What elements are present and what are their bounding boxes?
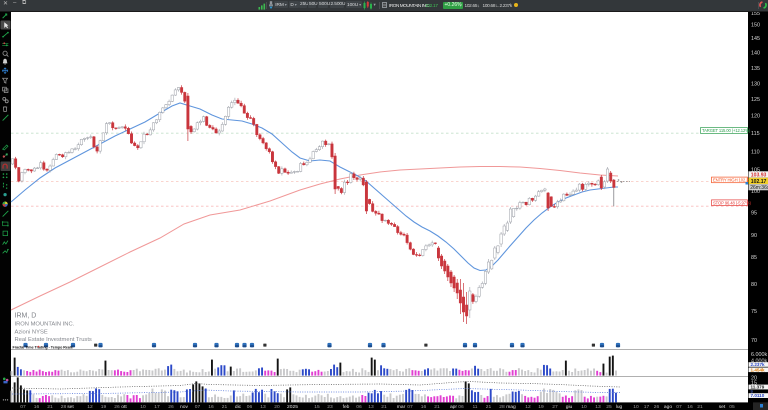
svg-text:apr: apr <box>450 404 457 410</box>
svg-text:13: 13 <box>595 404 601 410</box>
svg-text:15: 15 <box>314 404 320 410</box>
svg-text:19: 19 <box>101 404 107 410</box>
svg-text:set: set <box>67 404 74 410</box>
svg-text:26: 26 <box>654 404 660 410</box>
svg-text:06: 06 <box>247 404 253 410</box>
svg-text:giu: giu <box>566 404 573 410</box>
svg-text:1.454k: 1.454k <box>751 367 765 372</box>
svg-text:16: 16 <box>421 404 427 410</box>
svg-text:dic: dic <box>235 404 242 410</box>
svg-text:IRON MOUNTAIN INC.: IRON MOUNTAIN INC. <box>15 322 75 328</box>
svg-text:130: 130 <box>751 81 760 87</box>
svg-text:11: 11 <box>472 404 477 410</box>
svg-text:set: set <box>719 404 726 410</box>
svg-text:103.93: 103.93 <box>751 172 767 178</box>
svg-text:20: 20 <box>751 375 757 381</box>
svg-text:Azioni NYSE: Azioni NYSE <box>15 329 48 335</box>
svg-text:nov: nov <box>180 405 188 410</box>
svg-text:lug: lug <box>616 404 623 410</box>
svg-text:110: 110 <box>751 149 760 155</box>
svg-text:07: 07 <box>676 404 682 410</box>
svg-text:150: 150 <box>751 22 760 28</box>
svg-text:100: 100 <box>751 189 760 195</box>
svg-text:16: 16 <box>208 404 214 410</box>
svg-text:155: 155 <box>751 11 760 17</box>
svg-text:26m:36s: 26m:36s <box>750 185 768 191</box>
svg-text:07: 07 <box>407 404 413 410</box>
svg-text:105: 105 <box>751 167 760 173</box>
svg-text:16: 16 <box>34 404 40 410</box>
svg-text:06: 06 <box>458 404 464 410</box>
svg-text:17: 17 <box>644 404 650 410</box>
svg-text:21: 21 <box>381 404 387 410</box>
svg-text:21: 21 <box>697 404 703 410</box>
svg-text:27: 27 <box>552 404 558 410</box>
svg-text:21: 21 <box>47 404 53 410</box>
svg-text:13: 13 <box>368 404 374 410</box>
svg-text:102.17: 102.17 <box>751 179 767 185</box>
svg-text:85: 85 <box>751 255 757 261</box>
svg-text:15: 15 <box>751 380 757 386</box>
svg-text:9: 9 <box>751 389 754 394</box>
svg-text:90: 90 <box>751 233 757 239</box>
svg-text:Fractal Time Trading - Tempo R: Fractal Time Trading - Tempo Reale <box>13 346 73 350</box>
svg-text:80: 80 <box>751 282 757 288</box>
svg-text:mag: mag <box>506 405 516 410</box>
svg-text:21: 21 <box>434 404 440 410</box>
svg-text:95: 95 <box>751 210 757 216</box>
svg-text:145: 145 <box>751 36 760 42</box>
svg-text:7.0110: 7.0110 <box>751 393 765 398</box>
svg-text:26: 26 <box>168 404 174 410</box>
svg-text:140: 140 <box>751 50 760 56</box>
svg-text:feb: feb <box>343 404 350 410</box>
svg-text:125: 125 <box>751 97 760 103</box>
svg-text:17: 17 <box>154 404 160 410</box>
svg-text:120: 120 <box>751 113 760 119</box>
svg-text:2.237k: 2.237k <box>751 362 765 367</box>
svg-text:10: 10 <box>581 404 587 410</box>
svg-text:06: 06 <box>356 404 362 410</box>
svg-text:10: 10 <box>633 404 639 410</box>
svg-text:115: 115 <box>751 131 760 137</box>
svg-text:28: 28 <box>499 404 505 410</box>
svg-text:4.000k: 4.000k <box>751 358 767 364</box>
svg-text:16: 16 <box>687 404 693 410</box>
svg-text:ENTRY HIGH 102.27: ENTRY HIGH 102.27 <box>713 178 751 183</box>
svg-text:70: 70 <box>751 338 757 344</box>
svg-text:26: 26 <box>114 404 120 410</box>
svg-text:10: 10 <box>140 404 146 410</box>
svg-text:75: 75 <box>751 309 757 315</box>
svg-text:STOP 96.48 (-5.97%): STOP 96.48 (-5.97%) <box>713 200 752 205</box>
svg-text:IRM, D: IRM, D <box>15 313 37 320</box>
svg-text:12: 12 <box>525 404 531 410</box>
svg-text:21: 21 <box>486 404 492 410</box>
svg-text:20: 20 <box>274 404 280 410</box>
svg-text:28: 28 <box>61 404 67 410</box>
svg-text:07: 07 <box>20 404 26 410</box>
svg-text:ago: ago <box>664 405 672 410</box>
svg-text:11.379: 11.379 <box>751 385 765 390</box>
svg-text:05: 05 <box>729 404 735 410</box>
svg-text:135: 135 <box>751 66 760 72</box>
svg-text:07: 07 <box>195 404 201 410</box>
svg-text:19: 19 <box>538 404 544 410</box>
svg-text:23: 23 <box>327 404 333 410</box>
svg-text:12: 12 <box>87 404 93 410</box>
svg-text:2025: 2025 <box>287 404 298 410</box>
svg-text:21: 21 <box>222 404 228 410</box>
svg-text:TARGET 115.00 (+12.12%): TARGET 115.00 (+12.12%) <box>702 128 751 133</box>
svg-text:mar: mar <box>397 404 406 410</box>
svg-text:ott: ott <box>121 404 127 410</box>
svg-text:6.000k: 6.000k <box>751 352 767 358</box>
svg-text:13: 13 <box>260 404 266 410</box>
svg-text:Real Estate Investment Trusts: Real Estate Investment Trusts <box>15 337 92 343</box>
svg-text:25: 25 <box>606 404 612 410</box>
